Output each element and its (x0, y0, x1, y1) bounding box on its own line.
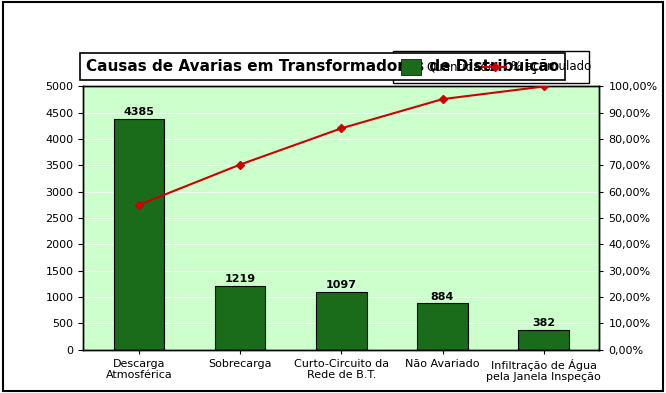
Text: Causas de Avarias em Transformadores de Distribuição: Causas de Avarias em Transformadores de … (86, 59, 559, 74)
Text: 1097: 1097 (326, 281, 357, 290)
Text: 884: 884 (431, 292, 454, 302)
Bar (518, 330, 569, 350)
Bar (316, 292, 366, 350)
Text: Quantidade: Quantidade (426, 61, 496, 73)
Bar (401, 59, 422, 75)
Text: 382: 382 (532, 318, 555, 328)
Text: 1219: 1219 (224, 274, 256, 284)
Bar (114, 119, 165, 350)
Text: 4385: 4385 (123, 107, 155, 117)
FancyBboxPatch shape (393, 51, 589, 83)
Bar (215, 286, 266, 350)
Bar (417, 303, 468, 350)
Text: % acumulado: % acumulado (511, 61, 591, 73)
